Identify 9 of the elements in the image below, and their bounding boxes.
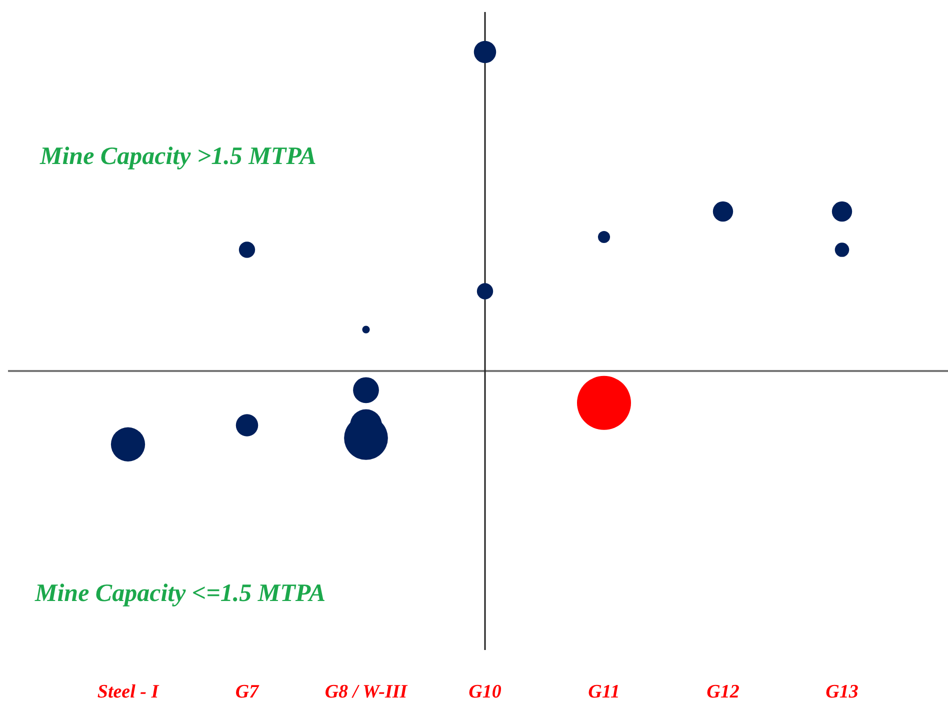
x-tick-label: G10: [468, 681, 502, 702]
x-tick-label: G13: [826, 681, 858, 702]
x-tick-label: G12: [706, 681, 740, 702]
text: Mine Capacity <=1.5 MTPA: [34, 580, 326, 607]
annotation: Mine Capacity >1.5 MTPA: [39, 143, 316, 170]
x-tick-label: G11: [588, 681, 620, 702]
x-tick-label: Steel - I: [97, 681, 160, 702]
x-tick-label: G7: [235, 681, 260, 702]
x-tick-label: G8 / W-III: [324, 681, 408, 702]
